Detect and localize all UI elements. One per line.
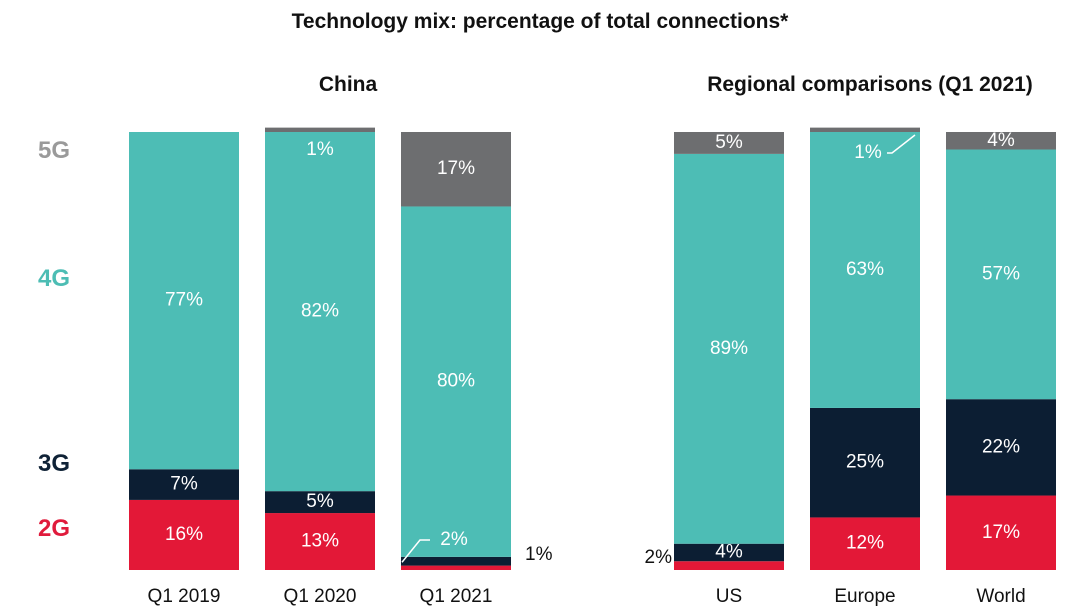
bar-q1-2021-4g	[401, 206, 511, 557]
bar-q1-2020-3g	[265, 491, 375, 514]
bar-q1-2019-3g	[129, 469, 239, 500]
bar-q1-2020-2g	[265, 513, 375, 570]
data-label-q1-2020-5g: 1%	[306, 139, 334, 160]
bar-world-5g	[946, 132, 1056, 150]
data-label-q1-2021-5g: 17%	[437, 158, 475, 179]
china-chart-title: China	[318, 73, 378, 96]
data-label-q1-2020-3g: 5%	[306, 491, 334, 512]
bar-europe-2g	[810, 517, 920, 570]
legend-5g: 5G	[38, 137, 71, 164]
x-tick-label-world: World	[976, 586, 1025, 607]
data-label-q1-2020-4g: 82%	[301, 301, 339, 322]
bar-q1-2021-5g	[401, 132, 511, 207]
bar-europe-5g	[810, 127, 920, 132]
x-tick-label-q1-2020: Q1 2020	[284, 586, 357, 607]
bar-us-5g	[674, 132, 784, 154]
data-label-europe-5g: 1%	[854, 142, 882, 163]
data-label-q1-2021-3g: 2%	[440, 529, 468, 550]
data-label-q1-2019-2g: 16%	[165, 524, 203, 545]
data-label-us-3g: 4%	[715, 541, 743, 562]
bar-q1-2020-5g	[265, 127, 375, 132]
bar-world-4g	[946, 149, 1056, 400]
bar-europe-3g	[810, 407, 920, 518]
x-tick-label-europe: Europe	[834, 586, 895, 607]
bar-q1-2019-2g	[129, 499, 239, 570]
data-label-europe-4g: 63%	[846, 259, 884, 280]
legend-4g: 4G	[38, 265, 71, 292]
bar-us-4g	[674, 153, 784, 544]
bar-world-2g	[946, 495, 1056, 570]
data-label-world-5g: 4%	[987, 130, 1015, 151]
data-label-q1-2021-4g: 80%	[437, 371, 475, 392]
data-label-us-5g: 5%	[715, 132, 743, 153]
bar-world-3g	[946, 399, 1056, 496]
x-tick-label-q1-2019: Q1 2019	[148, 586, 221, 607]
data-label-q1-2021-2g: 1%	[525, 544, 553, 565]
data-label-q1-2019-3g: 7%	[170, 474, 198, 495]
x-tick-label-q1-2021: Q1 2021	[420, 586, 493, 607]
bar-q1-2020-4g	[265, 132, 375, 492]
regional-chart-title: Regional comparisons (Q1 2021)	[707, 73, 1033, 96]
data-label-us-2g: 2%	[645, 547, 673, 568]
data-label-europe-2g: 12%	[846, 533, 884, 554]
bar-europe-4g	[810, 132, 920, 408]
legend-2g: 2G	[38, 515, 71, 542]
data-label-q1-2019-4g: 77%	[165, 290, 203, 311]
data-label-q1-2020-2g: 13%	[301, 531, 339, 552]
x-tick-label-us: US	[716, 586, 742, 607]
page-title: Technology mix: percentage of total conn…	[291, 10, 789, 33]
data-label-us-4g: 89%	[710, 338, 748, 359]
bar-q1-2019-4g	[129, 132, 239, 470]
bar-us-2g	[674, 561, 784, 570]
bar-q1-2021-2g	[401, 565, 511, 570]
data-label-europe-3g: 25%	[846, 452, 884, 473]
data-label-world-4g: 57%	[982, 263, 1020, 284]
legend-3g: 3G	[38, 450, 71, 477]
data-label-world-3g: 22%	[982, 436, 1020, 457]
data-label-world-2g: 17%	[982, 522, 1020, 543]
leader-line-europe-5g	[887, 134, 916, 154]
bar-q1-2021-3g	[401, 556, 511, 566]
bar-us-3g	[674, 543, 784, 562]
leader-line-q1-2021-3g	[401, 539, 430, 563]
